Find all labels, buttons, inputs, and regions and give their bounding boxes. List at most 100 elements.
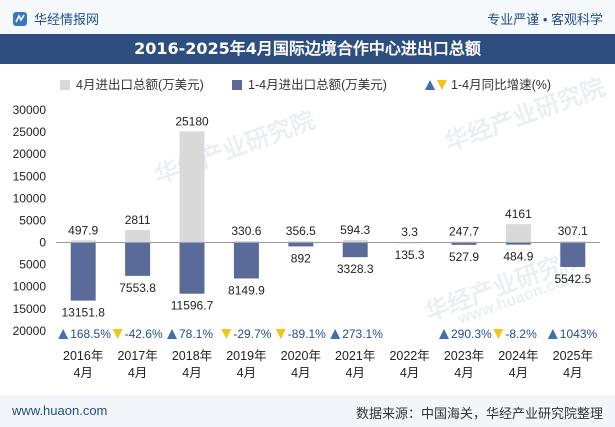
bar-cumulative (179, 242, 205, 294)
label-cumulative: 135.3 (395, 248, 425, 262)
top-bar: 华经情报网 专业严谨 • 客观科学 (0, 0, 615, 34)
label-growth: 1043% (560, 327, 598, 341)
x-tick-label-line: 4月 (509, 366, 528, 380)
label-monthly: 497.9 (68, 223, 98, 237)
y-tick-label: 0 (39, 236, 46, 250)
y-tick-label: 25000 (13, 125, 47, 139)
x-tick-label-line: 2025年 (553, 349, 593, 363)
x-tick-label: 2017年 4月 (117, 349, 157, 380)
growth-down-marker (112, 329, 123, 339)
bar-monthly (179, 131, 205, 243)
x-tick-label: 2019年 4月 (226, 349, 266, 380)
brand-logo-icon (13, 12, 27, 26)
label-monthly: 25180 (175, 114, 209, 128)
x-tick-label-line: 4月 (454, 366, 473, 380)
bar-cumulative (451, 242, 477, 245)
growth-up-marker (330, 329, 341, 339)
bar-cumulative (288, 242, 314, 247)
x-tick-label-line: 4月 (400, 366, 419, 380)
brand-name: 华经情报网 (34, 12, 100, 27)
data-labels: 497.9 13151.8 2811 7553.8 25180 11596.7 330.6 8… (62, 114, 592, 319)
label-monthly: 356.5 (286, 224, 316, 238)
footer: www.huaon.com 数据来源：中国海关，华经产业研究院整理 (0, 395, 615, 427)
footer-source: 数据来源：中国海关，华经产业研究院整理 (355, 406, 603, 421)
x-tick-label-line: 2020年 (281, 349, 321, 363)
legend-cumulative-swatch (232, 80, 242, 90)
chart-area: 30000 25000 20000 15000 10000 5000 0 5000 10000 1… (13, 103, 600, 380)
x-tick-label: 2020年 4月 (281, 349, 321, 380)
label-cumulative: 484.9 (503, 250, 533, 264)
label-growth: 273.1% (342, 327, 383, 341)
bar-cumulative (342, 242, 368, 258)
x-tick-label-line: 2024年 (498, 349, 538, 363)
y-tick-label: 10000 (13, 191, 47, 205)
x-tick-label-line: 2017年 (117, 349, 157, 363)
growth-down-marker (493, 329, 504, 339)
x-tick-label-line: 2022年 (389, 349, 429, 363)
label-growth: 78.1% (179, 327, 213, 341)
legend-cumulative: 1-4月进出口总额(万美元) (232, 74, 387, 93)
legend-monthly-swatch (60, 80, 70, 90)
label-cumulative: 13151.8 (62, 306, 106, 320)
bar-cumulative (125, 242, 151, 276)
x-tick-label: 2023年 4月 (444, 349, 484, 380)
x-tick-label: 2024年 4月 (498, 349, 538, 380)
y-tick-label: 20000 (13, 324, 47, 338)
growth-up-marker (439, 329, 449, 339)
label-monthly: 307.1 (558, 224, 588, 238)
x-tick-label: 2025年 4月 (553, 349, 593, 380)
y-tick-label: 5000 (19, 258, 46, 272)
bar-monthly (342, 239, 368, 243)
x-tick-label-line: 2016年 (63, 349, 103, 363)
label-cumulative: 5542.5 (554, 272, 591, 286)
label-growth: 168.5% (70, 327, 111, 341)
bar-cumulative (233, 242, 259, 279)
growth-markers: 168.5% -42.6% 78.1% -29.7% -89.1% 273.1% 290.3… (58, 327, 597, 341)
footer-website: www.huaon.com (12, 403, 108, 418)
legend: 4月进出口总额(万美元) 1-4月进出口总额(万美元) 1-4月同比增速(%) (0, 68, 615, 92)
y-tick-label: 15000 (13, 302, 47, 316)
x-tick-label-line: 4月 (73, 366, 92, 380)
label-growth: -89.1% (288, 327, 326, 341)
label-cumulative: 7553.8 (119, 281, 156, 295)
bar-monthly (505, 224, 531, 243)
bar-cumulative (505, 242, 531, 245)
label-monthly: 330.6 (231, 224, 261, 238)
growth-up-marker (547, 329, 558, 339)
label-cumulative: 527.9 (449, 250, 479, 264)
label-monthly: 594.3 (340, 223, 370, 237)
bar-cumulative (560, 242, 586, 267)
brand: 华经情报网 (12, 9, 99, 28)
x-tick-label-line: 4月 (128, 366, 147, 380)
legend-monthly-label: 4月进出口总额(万美元) (76, 78, 204, 92)
growth-up-marker (167, 329, 177, 339)
label-growth: -29.7% (233, 327, 271, 341)
bar-monthly (70, 240, 96, 243)
legend-growth-label: 1-4月同比增速(%) (451, 78, 552, 92)
bar-monthly (125, 230, 151, 243)
bars (70, 131, 586, 301)
x-tick-label-line: 2019年 (226, 349, 266, 363)
x-tick-label-line: 4月 (563, 366, 582, 380)
bar-monthly (233, 241, 259, 243)
label-monthly: 3.3 (401, 225, 418, 239)
x-tick-label-line: 4月 (291, 366, 310, 380)
legend-cumulative-label: 1-4月进出口总额(万美元) (248, 78, 387, 92)
label-cumulative: 892 (291, 251, 311, 265)
y-tick-label: 15000 (13, 169, 47, 183)
label-monthly: 2811 (125, 213, 151, 227)
growth-up-marker (58, 329, 69, 339)
y-tick-label: 5000 (19, 213, 46, 227)
growth-down-marker (221, 329, 232, 339)
bar-monthly (560, 241, 586, 243)
x-tick-label-line: 2018年 (172, 349, 212, 363)
title-bar: 2016-2025年4月国际边境合作中心进出口总额 (0, 34, 615, 64)
label-monthly: 247.7 (449, 224, 479, 238)
x-tick-label-line: 4月 (182, 366, 201, 380)
x-tick-label-line: 2023年 (444, 349, 484, 363)
x-tick-label: 2021年 4月 (335, 349, 375, 380)
bar-cumulative (70, 242, 96, 301)
label-monthly: 4161 (505, 207, 532, 221)
label-cumulative: 3328.3 (337, 262, 374, 276)
